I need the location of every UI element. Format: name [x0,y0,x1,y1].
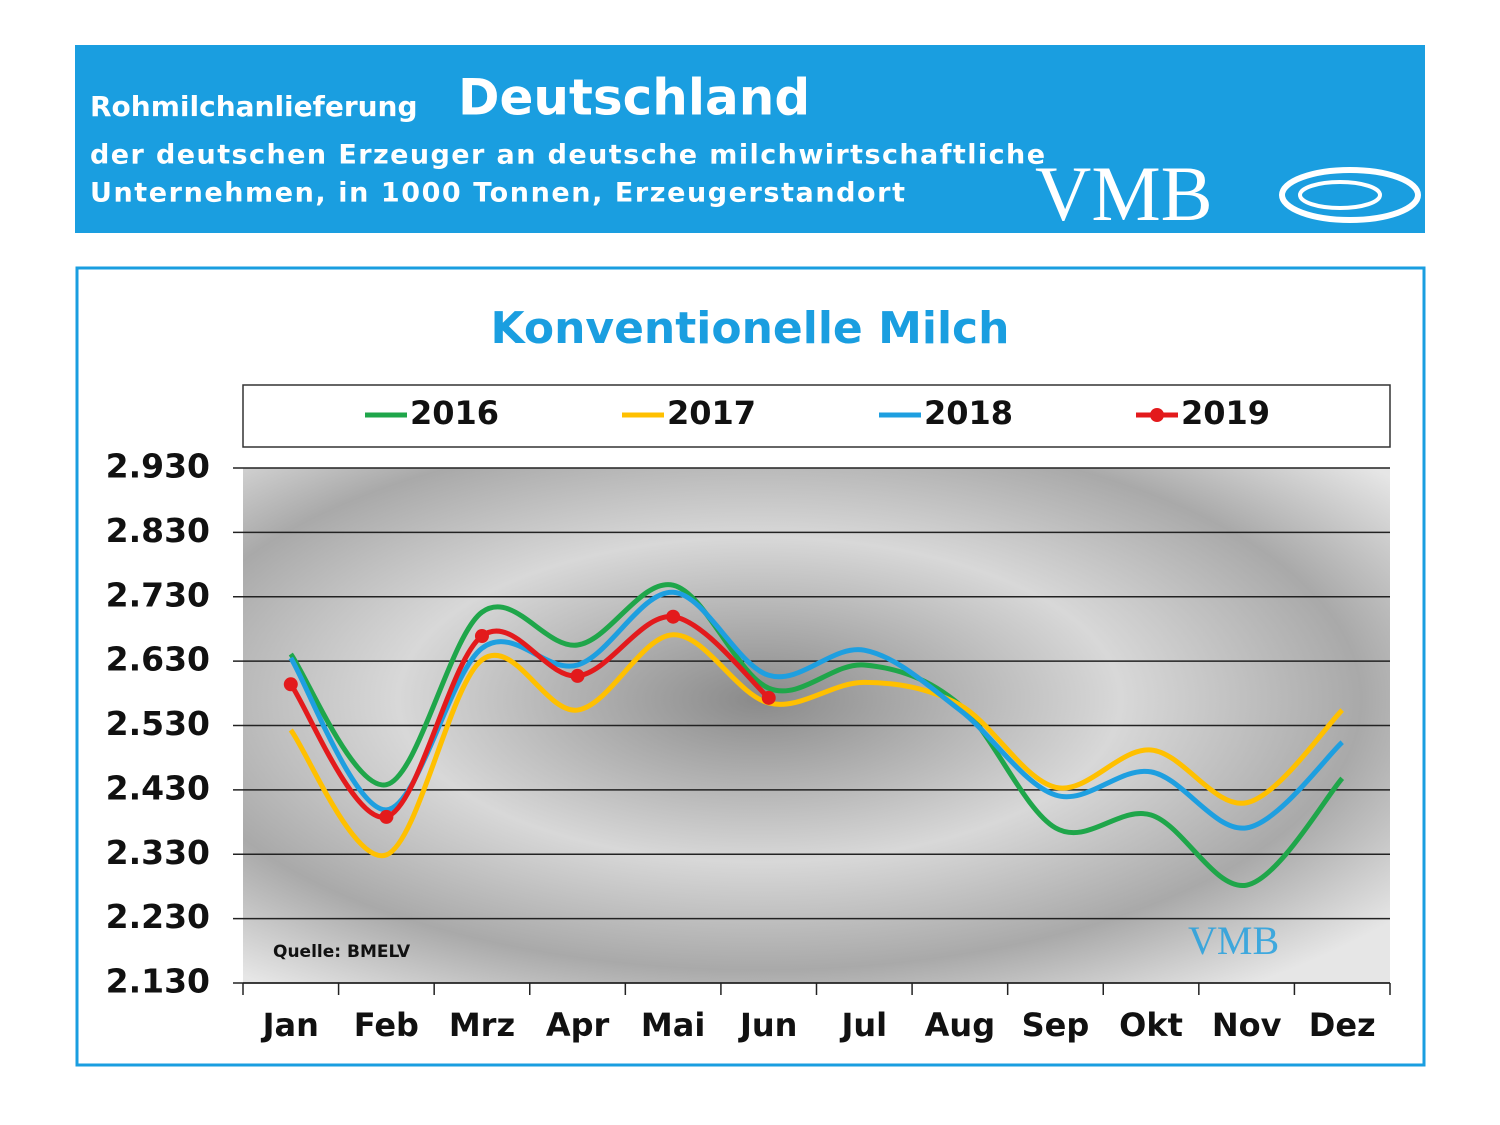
x-tick-label: Apr [546,1006,610,1044]
x-tick-label: Aug [925,1006,995,1044]
series-line [288,632,1344,859]
header-subtitle: der deutschen Erzeuger an deutsche milch… [90,140,1045,171]
x-tick-label: Dez [1309,1006,1376,1044]
x-tick-label: Mrz [449,1006,515,1044]
legend-label: 2017 [667,394,756,432]
y-tick-label: 2.830 [106,511,210,550]
x-tick-label: Sep [1022,1006,1090,1044]
y-tick-label: 2.230 [106,897,210,936]
series-marker [474,629,489,644]
x-tick-label: Nov [1212,1006,1282,1044]
legend-box [242,384,1391,448]
y-tick-label: 2.630 [106,640,210,679]
series-marker [379,809,394,824]
chart-title: Konventionelle Milch [491,303,1010,354]
series-marker [666,609,681,624]
header-subtitle: Unternehmen, in 1000 Tonnen, Erzeugersta… [90,178,905,209]
header-band [75,45,1425,233]
y-tick-label: 2.730 [106,575,210,614]
header-title: Deutschland [458,69,810,127]
x-tick-label: Jun [738,1006,797,1044]
legend-label: 2019 [1181,394,1270,432]
x-tick-label: Okt [1119,1006,1183,1044]
y-tick-label: 2.430 [106,768,210,807]
series-line [288,582,1345,888]
series-marker [283,677,298,692]
logo: VMB [1035,150,1213,237]
series-marker [761,690,776,705]
legend-label: 2016 [410,394,499,432]
legend-marker [1150,408,1164,422]
logo-swirl [1298,180,1382,210]
y-tick-label: 2.930 [106,447,210,486]
y-tick-label: 2.530 [106,704,210,743]
legend-label: 2018 [924,394,1013,432]
header-prefix: Rohmilchanlieferung [90,90,418,123]
y-tick-label: 2.330 [106,833,210,872]
series-marker [570,668,585,683]
y-tick-label: 2.130 [106,962,210,1001]
x-tick-label: Mai [641,1006,705,1044]
x-tick-label: Jul [839,1006,887,1044]
x-tick-label: Feb [354,1006,419,1044]
source-note: Quelle: BMELV [273,942,411,962]
x-tick-label: Jan [261,1006,319,1044]
logo-swirl [1279,167,1421,223]
watermark: VMB [1188,918,1279,963]
